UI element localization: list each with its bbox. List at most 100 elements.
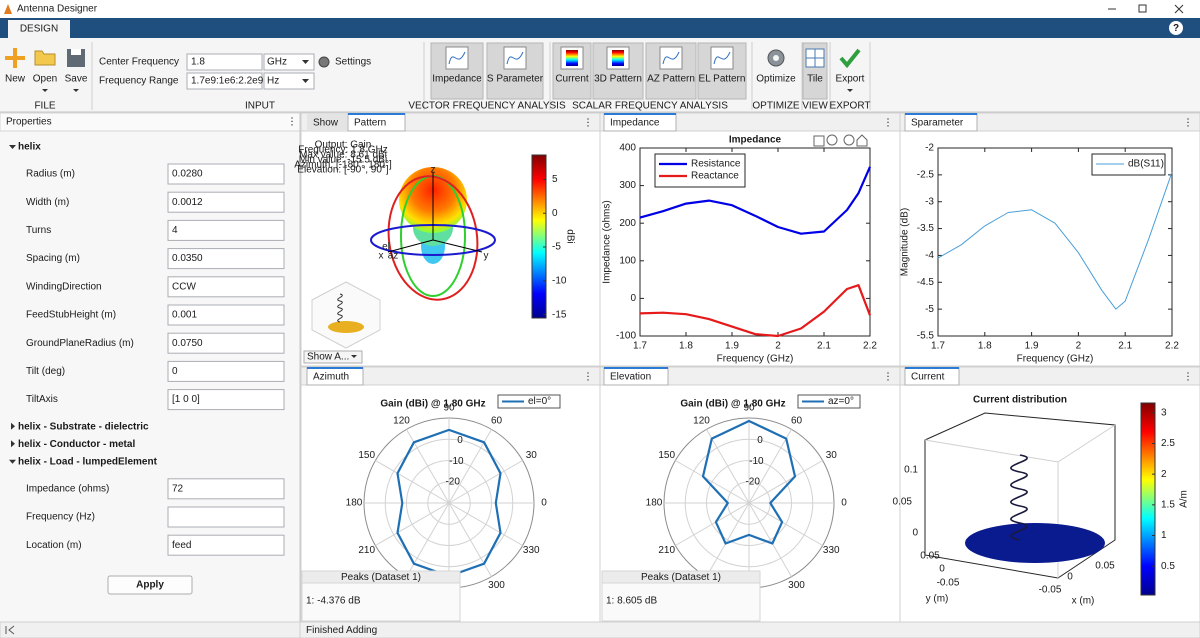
colorbar-label: A/m [1179,490,1190,508]
colorbar-tick-label: 2.5 [1161,438,1175,449]
icon-plot [446,47,468,69]
x-tick-label: 2.2 [863,341,877,352]
settings-button[interactable]: Settings [335,57,371,68]
property-input[interactable] [168,220,284,240]
property-value[interactable]: 0.0350 [172,253,203,264]
toolstrip-button[interactable]: Save [65,74,88,85]
theta-tick-label: 120 [693,415,710,426]
apply-label[interactable]: Apply [136,580,164,591]
property-value[interactable]: [1 0 0] [172,394,200,405]
panel-tab-label[interactable]: Impedance [610,118,660,129]
property-input[interactable] [168,361,284,381]
status-bar [0,622,1200,638]
section-label: VIEW [802,101,828,112]
y-tick-label: -5.5 [917,331,935,342]
dropdown-value[interactable]: GHz [267,57,287,68]
group-header[interactable]: helix - Conductor - metal [18,439,135,450]
window-title: Antenna Designer [17,4,98,15]
property-label: Tilt (deg) [26,366,65,377]
theta-tick-label: 330 [823,545,840,556]
group-header[interactable]: helix [18,142,41,153]
group-header[interactable]: helix - Load - lumpedElement [18,456,158,467]
section-label: VECTOR FREQUENCY ANALYSIS [408,101,566,112]
panel-tab-label[interactable]: Azimuth [313,372,349,383]
toolstrip-button[interactable]: EL Pattern [699,74,746,85]
x-tick-label: 1.7 [931,341,945,352]
property-label: Spacing (m) [26,253,80,264]
icon-plot [660,47,682,69]
toolstrip-button[interactable]: AZ Pattern [647,74,695,85]
colorbar-tick-label: 0.5 [1161,561,1175,572]
property-label: Radius (m) [26,169,75,180]
property-value[interactable]: CCW [172,281,196,292]
toolstrip-button[interactable]: Open [33,74,57,85]
x-axis-label: x (m) [1072,596,1095,607]
theta-tick-label: 330 [523,545,540,556]
chart-title: Current distribution [973,395,1067,406]
input-value[interactable]: 1.8 [191,57,205,68]
x-tick-label: 2.2 [1165,341,1179,352]
axis-label: y [484,251,489,262]
icon-save-label [71,49,81,55]
panel-menu: ⋮ [583,372,593,383]
peak-value: 1: -4.376 dB [306,596,361,607]
property-value[interactable]: 0 [172,366,178,377]
y-tick-label: 0 [630,293,636,304]
property-value[interactable]: 0.0750 [172,338,203,349]
z-tick-label: 0 [912,528,918,539]
property-value[interactable]: feed [172,540,191,551]
r-tick-label: -10 [449,456,464,467]
property-value[interactable]: 0.001 [172,310,197,321]
panel-tab-label[interactable]: Sparameter [911,118,964,129]
toolstrip-button[interactable]: Export [836,74,865,85]
toolstrip-button[interactable]: Current [555,74,589,85]
panel-tab-label[interactable]: Show [313,118,339,129]
toolstrip-button[interactable]: S Parameter [487,74,544,85]
panel-menu: ⋮ [1183,118,1193,129]
toolstrip-button[interactable]: Optimize [756,74,796,85]
r-tick-label: -10 [749,456,764,467]
panel-tab-label[interactable]: Current [911,372,945,383]
property-value[interactable]: 0.0280 [172,169,203,180]
show-dropdown-label[interactable]: Show A... [307,352,349,363]
theta-tick-label: 0 [541,498,547,509]
toolstrip-button[interactable]: 3D Pattern [594,74,642,85]
z-tick-label: 0.1 [904,465,918,476]
property-label: GroundPlaneRadius (m) [26,338,134,349]
colorbar-tick-label: 0 [552,208,558,219]
legend-label: Reactance [691,171,739,182]
theta-tick-label: 120 [393,415,410,426]
panel-menu: ⋮ [883,372,893,383]
icon-optimize-hub [773,55,779,61]
y-tick-label: -3 [925,196,934,207]
chart-title: Impedance [729,135,782,146]
panel-tab-label[interactable]: Elevation [610,372,651,383]
toolstrip-button[interactable]: New [5,74,26,85]
property-value[interactable]: 72 [172,483,184,494]
section-label: EXPORT [830,101,871,112]
property-value[interactable]: 0.0012 [172,197,203,208]
section-label: OPTIMIZE [752,101,800,112]
peaks-title: Peaks (Dataset 1) [341,572,421,583]
input-value[interactable]: 1.7e9:1e6:2.2e9 [191,76,264,87]
toolstrip-button[interactable]: Impedance [432,74,482,85]
toolstrip-button[interactable]: Tile [807,74,823,85]
property-input[interactable] [168,479,284,499]
property-input[interactable] [168,507,284,527]
property-value[interactable]: 4 [172,225,178,236]
panel-tab-label[interactable]: Pattern [354,118,386,129]
field-label: Center Frequency [99,57,179,68]
legend-label: dB(S11) [1128,159,1164,170]
dropdown-value[interactable]: Hz [267,76,279,87]
theta-tick-label: 150 [358,450,375,461]
x-tick-label: 1.7 [633,341,647,352]
property-label: Frequency (Hz) [26,512,95,523]
y-axis-label: Impedance (ohms) [602,200,613,283]
panel-menu: ⋮ [883,118,893,129]
field-label: Frequency Range [99,76,179,87]
x-tick-label: -0.05 [1039,585,1062,596]
colorbar-tick-label: 1 [1161,530,1167,541]
colorbar-tick-label: 5 [552,174,558,185]
group-header[interactable]: helix - Substrate - dielectric [18,421,149,432]
theta-tick-label: 60 [491,415,503,426]
